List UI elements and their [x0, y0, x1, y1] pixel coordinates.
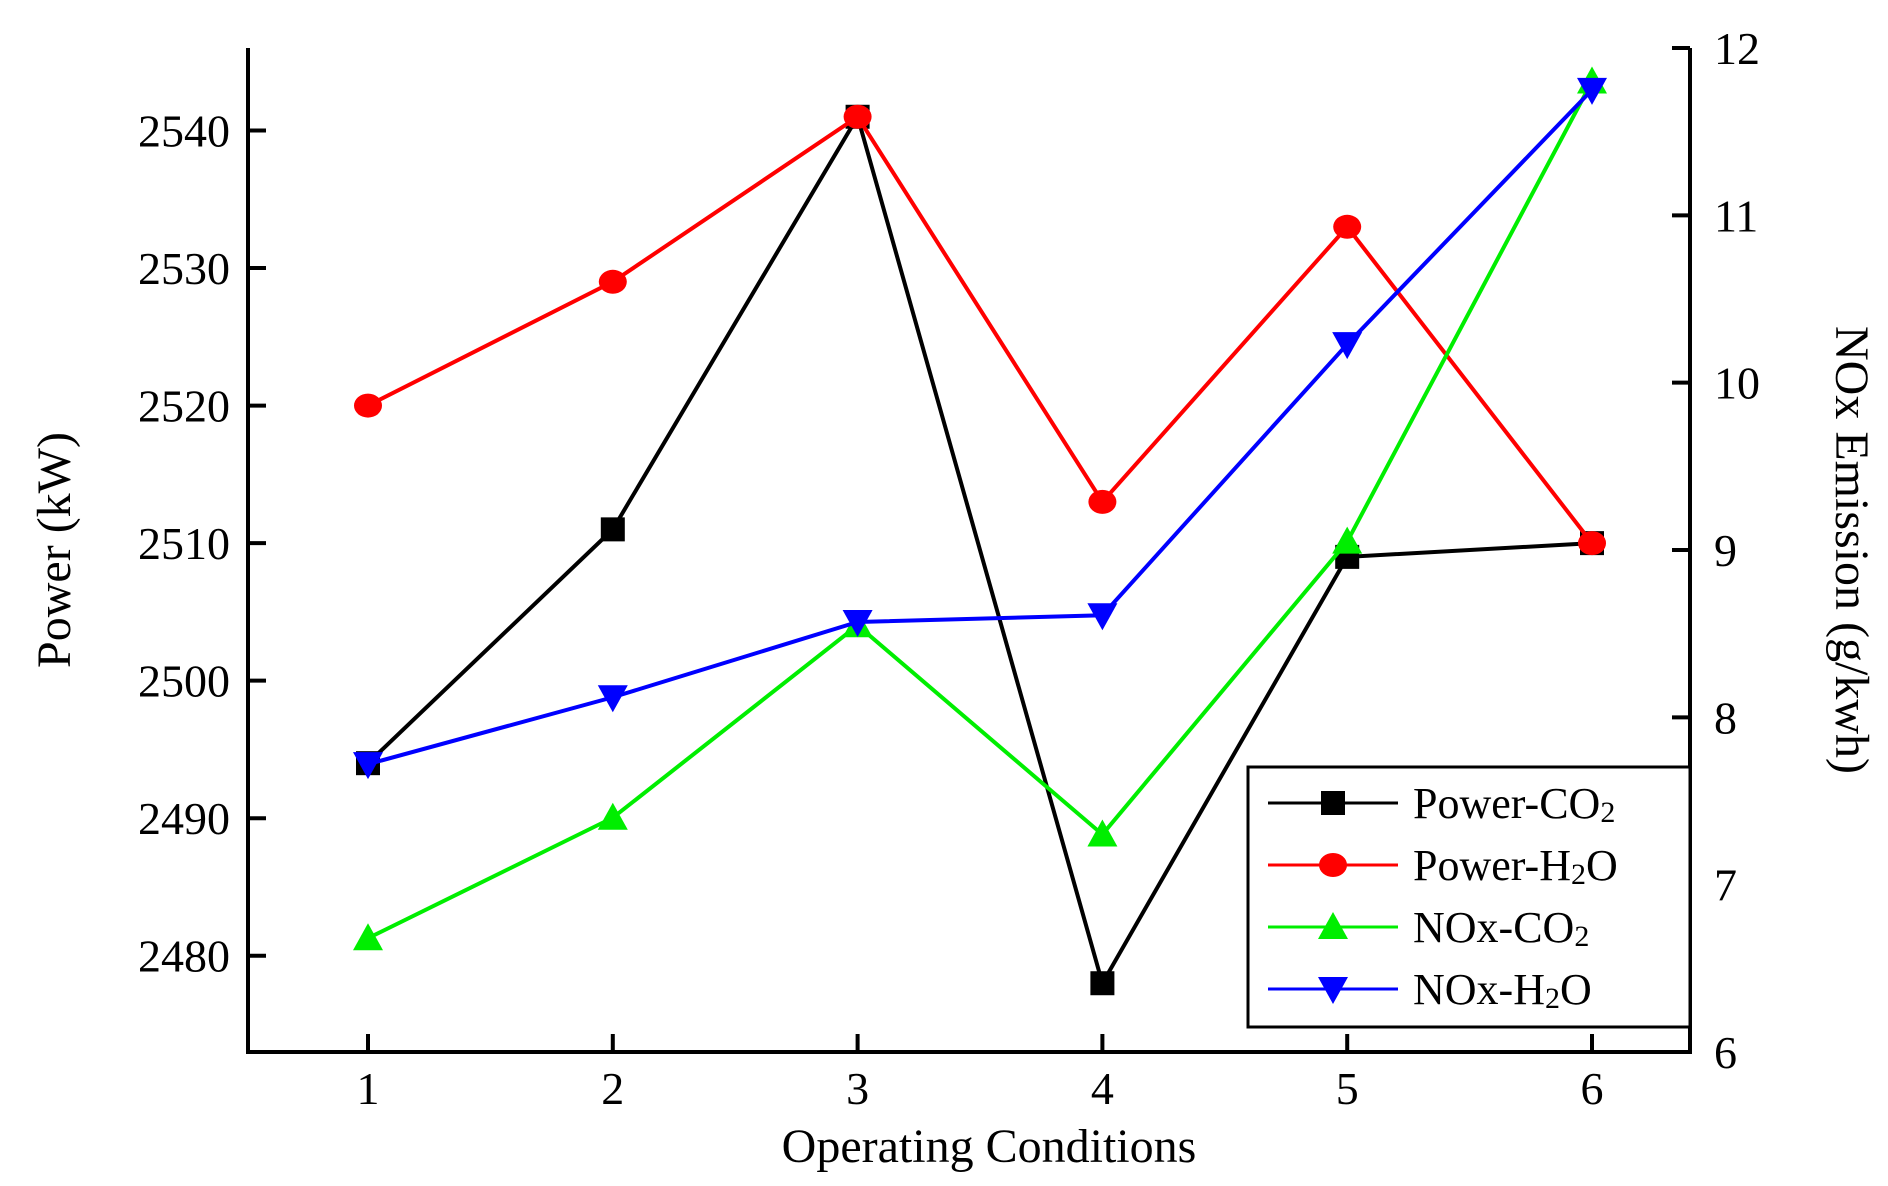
point-nox-h2o — [353, 752, 383, 780]
point-power-h2o — [1088, 489, 1117, 514]
y-tick-label-right: 10 — [1714, 358, 1760, 409]
y-tick-label-left: 2520 — [138, 381, 230, 432]
point-nox-h2o — [1087, 603, 1118, 631]
legend-marker — [1318, 977, 1348, 1004]
legend-marker — [1318, 912, 1348, 939]
series-nox-h2o — [353, 77, 1607, 780]
x-axis-title: Operating Conditions — [782, 1120, 1197, 1173]
y-tick-label-right: 11 — [1714, 190, 1758, 241]
legend-item-nox-h2o: NOx-H2O — [1268, 965, 1592, 1015]
point-power-h2o — [1578, 531, 1606, 556]
y-axis-title-right: NOx Emission (g/kwh) — [1825, 326, 1878, 774]
legend-item-power-h2o: Power-H2O — [1268, 841, 1618, 891]
x-tick-label: 1 — [357, 1063, 380, 1114]
legend: Power-CO2 Power-H2O NOx-CO2 NOx-H2O — [1246, 765, 1692, 1029]
point-nox-h2o — [597, 685, 628, 713]
series-line-nox-co2 — [367, 80, 1594, 941]
y-tick-label-right: 12 — [1714, 23, 1760, 74]
x-tick-label: 3 — [846, 1063, 869, 1114]
point-nox-co2 — [353, 923, 383, 951]
y-tick-label-left: 2530 — [138, 243, 230, 294]
point-nox-co2 — [597, 802, 628, 830]
point-nox-h2o — [1577, 77, 1607, 105]
point-power-h2o — [598, 269, 627, 294]
series-line-power-co2 — [366, 111, 1593, 989]
y-tick-label-right: 9 — [1714, 525, 1737, 576]
x-tick-label: 6 — [1581, 1063, 1604, 1114]
legend-item-power-co2: Power-CO2 — [1268, 779, 1615, 829]
x-tick-label: 2 — [601, 1063, 624, 1114]
point-nox-h2o — [1332, 332, 1363, 360]
point-power-h2o — [354, 393, 382, 418]
legend-label: Power-H2O — [1413, 841, 1618, 891]
series-line-nox-h2o — [367, 88, 1594, 767]
legend-label: NOx-H2O — [1413, 965, 1592, 1015]
series-line-power-h2o — [367, 113, 1594, 545]
y-tick-label-left: 2510 — [138, 518, 230, 569]
y-axis-title-left: Power (kW) — [28, 432, 81, 668]
legend-label: NOx-CO2 — [1413, 903, 1589, 953]
y-tick-label-left: 2480 — [138, 931, 230, 982]
legend-item-nox-co2: NOx-CO2 — [1268, 903, 1589, 953]
y-tick-label-left: 2500 — [138, 656, 230, 707]
point-nox-co2 — [1087, 819, 1118, 847]
x-tick-label: 4 — [1091, 1063, 1114, 1114]
point-nox-h2o — [842, 609, 873, 637]
legend-marker — [1319, 853, 1347, 877]
x-tick-label: 5 — [1336, 1063, 1359, 1114]
point-power-h2o — [1333, 214, 1362, 239]
y-tick-label-left: 2490 — [138, 793, 230, 844]
point-power-co2 — [1090, 971, 1115, 996]
y-tick-label-right: 7 — [1714, 860, 1737, 911]
series-power-h2o — [354, 104, 1606, 556]
y-tick-label-right: 6 — [1714, 1027, 1737, 1078]
y-tick-label-right: 8 — [1714, 692, 1737, 743]
legend-marker — [1321, 791, 1345, 815]
series-layer — [353, 66, 1607, 996]
point-nox-co2 — [1332, 526, 1363, 554]
legend-label: Power-CO2 — [1413, 779, 1615, 829]
point-power-co2 — [600, 517, 625, 542]
point-power-h2o — [843, 104, 872, 129]
y-tick-label-left: 2540 — [138, 106, 230, 157]
